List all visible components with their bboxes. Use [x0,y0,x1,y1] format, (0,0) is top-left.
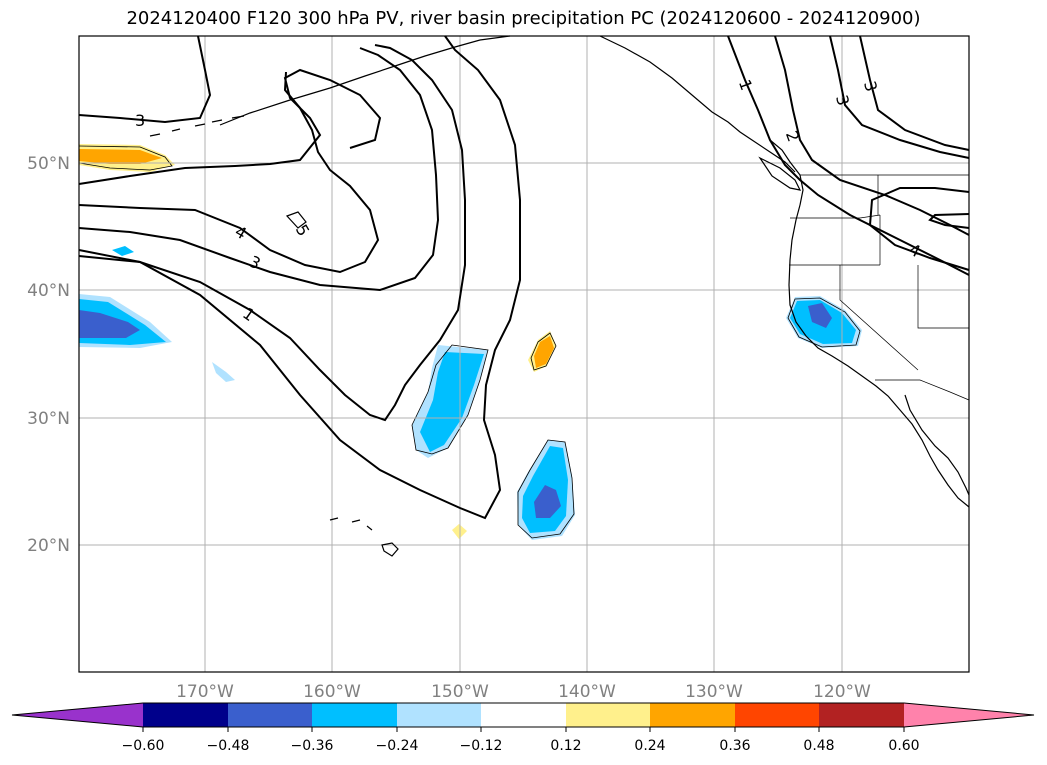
negative-anomaly-mid-central [420,352,484,452]
cb-tick-label: 0.12 [550,738,581,754]
lon-tick-150w: 150°W [431,682,489,702]
lat-tick-labels: 50°N 40°N 30°N 20°N [27,154,70,556]
pv-contour-d [78,47,440,292]
graticule [79,36,969,672]
colorbar-segment [481,703,566,727]
colorbar-segment [735,703,819,727]
precip-outlines [78,145,861,539]
coastlines [149,35,970,557]
pv-contour-e [78,44,466,422]
lon-tick-170w: 170°W [176,682,234,702]
lon-tick-130w: 130°W [685,682,743,702]
precip-shading [79,144,862,540]
colorbar-segment [312,703,397,727]
aleutian-islands [149,115,245,137]
us-west-coast [788,204,970,508]
colorbar-segment [397,703,481,727]
pv-contour-g [727,35,970,276]
colorbar [11,702,1035,728]
lon-tick-160w: 160°W [303,682,361,702]
colorbar-extend-low [12,703,143,727]
alaska-panhandle-coast [599,35,796,173]
colorbar-segment [566,703,650,727]
positive-anomaly-core-north-pacific [79,149,162,164]
colorbar-segment [819,703,904,727]
lat-tick-30n: 30°N [27,409,70,429]
pv-contour-a [78,35,212,124]
negative-anomaly-core-west [79,310,140,338]
negative-anomaly-small-1 [112,246,134,256]
us-mexico-border [875,379,970,401]
lat-tick-50n: 50°N [27,154,70,174]
hawaii-islands [329,517,399,557]
baja-california [904,394,970,496]
outline-central [411,344,489,455]
pv-contour-h [774,35,970,236]
cb-tick-label: −0.48 [207,738,250,754]
outline-california [787,297,861,348]
lon-tick-labels: 170°W 160°W 150°W 140°W 130°W 120°W [176,682,871,702]
negative-anomaly-small-2 [212,362,235,382]
pv-contour-k [868,187,970,271]
lat-tick-40n: 40°N [27,281,70,301]
pv-contours [78,35,970,520]
contour-labels: 3 4 3 1 5 1 2 3 3 4 [135,77,924,325]
small-island [285,211,307,229]
lon-tick-140w: 140°W [558,682,616,702]
state-borders [789,175,969,371]
contour-label-6: 1 [735,77,756,93]
contour-label-1: 3 [135,111,145,130]
cb-tick-label: 0.60 [888,738,919,754]
political-borders [789,174,970,401]
cb-tick-label: −0.12 [460,738,503,754]
outline-north-pacific [78,145,173,171]
colorbar-segment [228,703,312,727]
pv-contour-f [78,35,521,520]
cb-tick-label: 0.36 [719,738,750,754]
alaska-peninsula-coast [219,35,511,126]
negative-anomaly-core-south [534,485,561,518]
vancouver-island [758,156,802,191]
cb-tick-label: −0.24 [376,738,419,754]
pv-contour-i [829,35,970,159]
colorbar-segment [650,703,735,727]
pv-contour-l [928,213,970,229]
map-title: 2024120400 F120 300 hPa PV, river basin … [126,8,921,29]
colorbar-tick-labels: −0.60 −0.48 −0.36 −0.24 −0.12 0.12 0.24 … [122,727,920,754]
contour-label-3: 3 [246,252,264,274]
map-frame [78,35,970,673]
pv-contour-j [859,35,970,151]
lat-tick-20n: 20°N [27,536,70,556]
contour-label-9: 3 [860,79,881,94]
cb-tick-label: −0.36 [291,738,334,754]
pv-contour-c [78,71,380,274]
negative-anomaly-core-california [808,303,832,328]
british-columbia-coast [769,139,804,206]
colorbar-extend-high [904,703,1034,727]
outline-positive-central [530,332,557,371]
contour-label-8: 3 [832,93,853,108]
cb-tick-label: −0.60 [122,738,165,754]
lon-tick-120w: 120°W [813,682,871,702]
colorbar-segment [143,703,228,727]
cb-tick-label: 0.24 [634,738,665,754]
outline-south [517,439,575,539]
positive-anomaly-core-central [534,336,554,368]
cb-tick-label: 0.48 [803,738,834,754]
